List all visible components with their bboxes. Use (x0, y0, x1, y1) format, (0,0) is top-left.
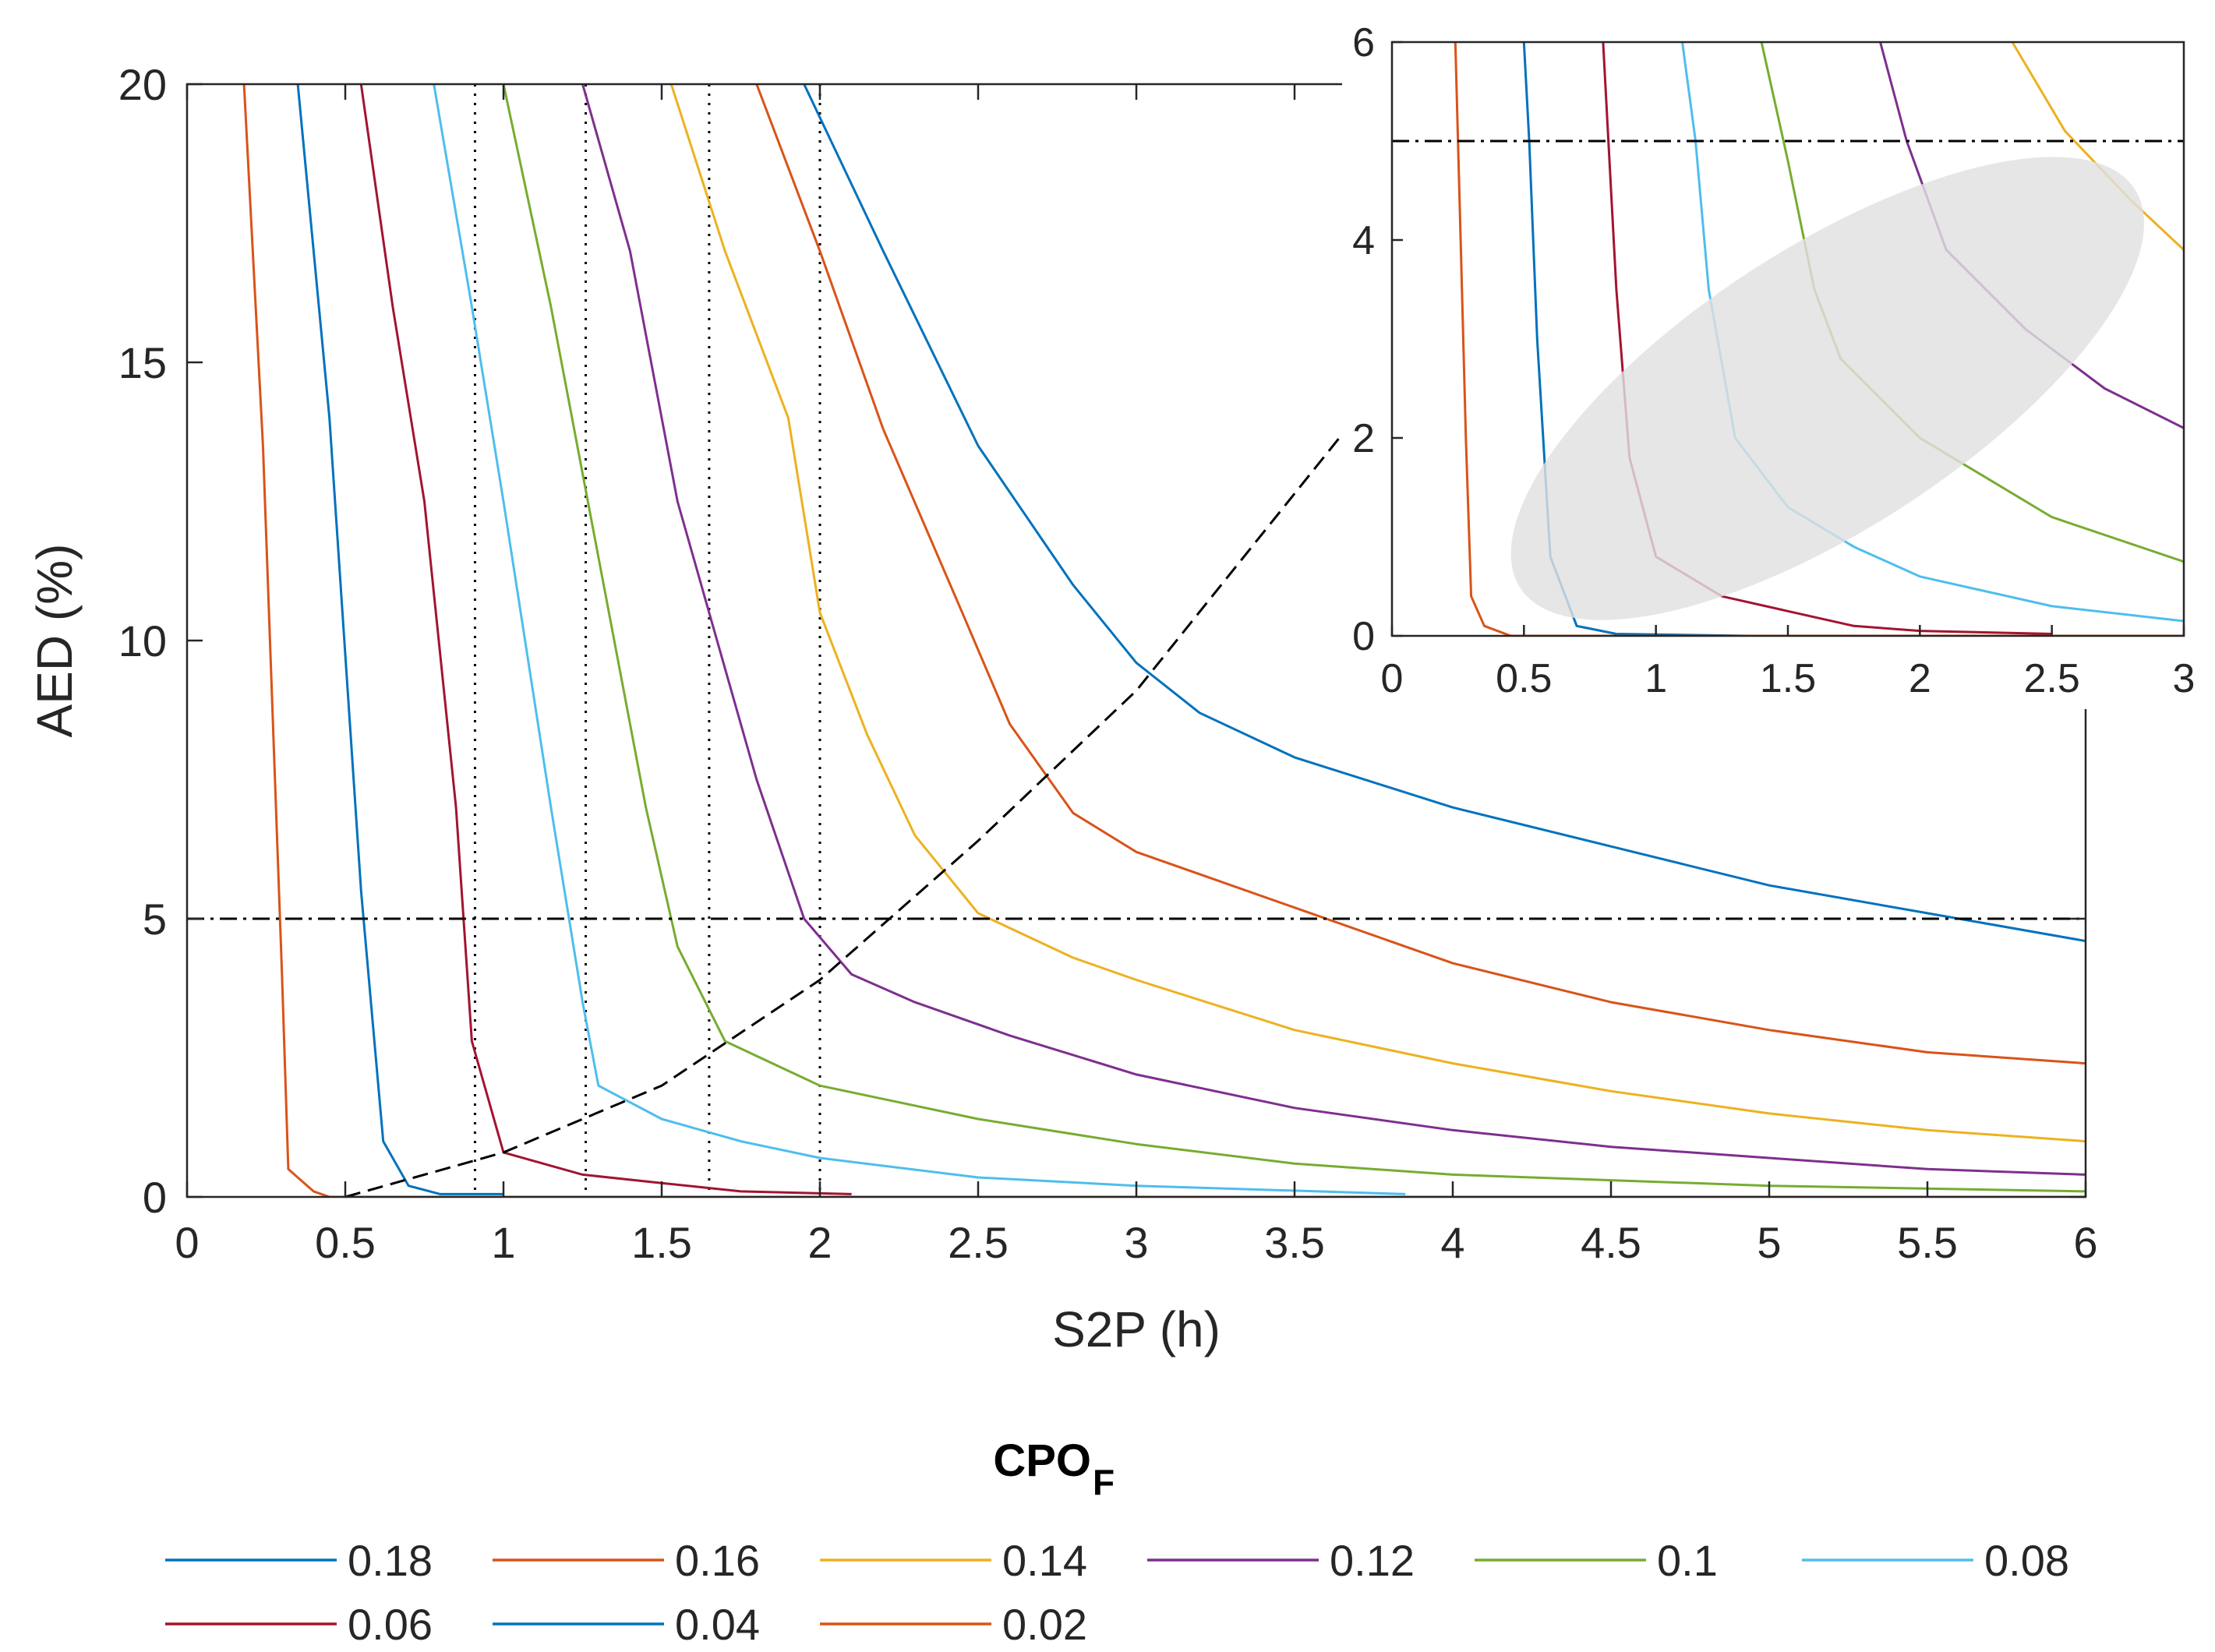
inset-series-group (1454, 42, 2184, 636)
main-series-group (242, 84, 2086, 1197)
legend-item-0.02: 0.02 (820, 1600, 1087, 1649)
legend-label: 0.12 (1330, 1536, 1415, 1585)
y-tick-label: 0 (143, 1173, 167, 1222)
legend-title: CPO (993, 1435, 1091, 1486)
x-tick-label: 2 (807, 1218, 832, 1267)
legend-item-0.14: 0.14 (820, 1536, 1087, 1585)
x-tick-label: 5.5 (1897, 1218, 1958, 1267)
legend-item-0.18: 0.18 (165, 1536, 433, 1585)
inset-series-line-0.02 (1454, 42, 2184, 636)
legend-item-0.04: 0.04 (493, 1600, 760, 1649)
x-tick-label: 2.5 (948, 1218, 1009, 1267)
highlight-ellipse (1510, 157, 2144, 620)
legend-item-0.16: 0.16 (493, 1536, 760, 1585)
x-tick-label: 0.5 (315, 1218, 376, 1267)
legend-item-0.1: 0.1 (1475, 1536, 1718, 1585)
trend-dashed-line (344, 436, 1342, 1198)
y-axis-label: AED (%) (26, 544, 83, 738)
legend-label: 0.14 (1002, 1536, 1087, 1585)
legend: CPO F 0.18 0.16 0.14 0.12 0.1 0.08 0.06 0.04 0.02 (165, 1435, 2069, 1649)
x-tick-label: 3 (1124, 1218, 1148, 1267)
inset-x-tick-label: 2.5 (2024, 656, 2080, 701)
legend-label: 0.08 (1984, 1536, 2069, 1585)
inset-x-tick-label: 1 (1644, 656, 1667, 701)
legend-label: 0.04 (675, 1600, 760, 1649)
inset-y-tick-label: 6 (1352, 20, 1375, 65)
x-tick-label: 6 (2073, 1218, 2097, 1267)
series-line-0.08 (433, 84, 1406, 1195)
x-tick-label: 5 (1757, 1218, 1781, 1267)
legend-label: 0.06 (348, 1600, 433, 1649)
inset-plot: 0 0.5 1 1.5 2 2.5 3 0 2 4 6 (1342, 20, 2206, 709)
series-line-0.1 (502, 84, 2086, 1193)
y-tick-label: 10 (118, 616, 167, 665)
x-tick-label: 1 (491, 1218, 515, 1267)
legend-item-0.12: 0.12 (1147, 1536, 1415, 1585)
legend-label: 0.16 (675, 1536, 760, 1585)
inset-y-tick-label: 4 (1352, 218, 1375, 263)
legend-item-0.06: 0.06 (165, 1600, 433, 1649)
x-tick-label: 3.5 (1264, 1218, 1325, 1267)
x-axis-label: S2P (h) (1052, 1301, 1221, 1357)
x-tick-label: 1.5 (631, 1218, 692, 1267)
inset-x-tick-label: 1.5 (1760, 656, 1816, 701)
x-tick-label: 4.5 (1581, 1218, 1641, 1267)
legend-label: 0.1 (1657, 1536, 1718, 1585)
y-tick-label: 5 (143, 895, 167, 944)
inset-y-tick-label: 0 (1352, 614, 1375, 659)
y-tick-label: 15 (118, 338, 167, 387)
series-line-0.02 (242, 84, 2086, 1197)
series-line-0.04 (296, 84, 503, 1195)
inset-x-tick-label: 0 (1381, 656, 1404, 701)
inset-y-tick-label: 2 (1352, 416, 1375, 461)
inset-x-tick-label: 2 (1909, 656, 1931, 701)
legend-title-subscript: F (1093, 1462, 1115, 1502)
legend-label: 0.02 (1002, 1600, 1087, 1649)
x-tick-label: 0 (175, 1218, 199, 1267)
legend-label: 0.18 (348, 1536, 433, 1585)
y-tick-label: 20 (118, 60, 167, 109)
x-tick-label: 4 (1440, 1218, 1464, 1267)
series-line-0.06 (359, 84, 852, 1195)
series-line-0.18 (803, 84, 2086, 943)
inset-x-tick-label: 0.5 (1496, 656, 1552, 701)
inset-x-tick-label: 3 (2173, 656, 2196, 701)
series-line-0.14 (669, 84, 2086, 1143)
legend-item-0.08: 0.08 (1802, 1536, 2069, 1585)
series-line-0.16 (755, 84, 2086, 1065)
series-line-0.12 (581, 84, 2086, 1176)
